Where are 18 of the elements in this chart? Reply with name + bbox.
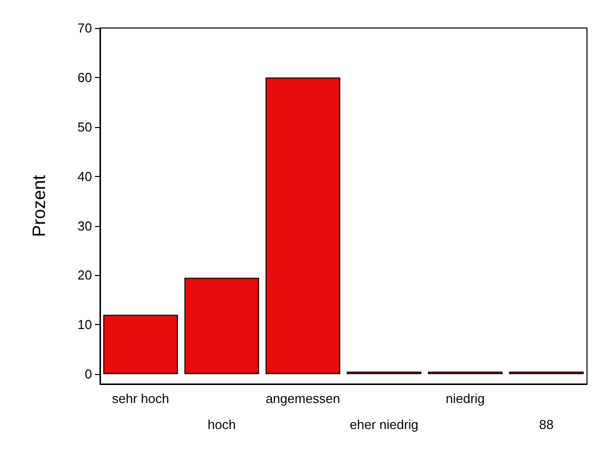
y-tick-label: 60 <box>78 70 92 85</box>
bar <box>103 314 178 374</box>
y-tick-label: 50 <box>78 119 92 134</box>
x-tick-label: angemessen <box>266 391 340 406</box>
y-tick-label: 70 <box>78 20 92 36</box>
x-tick-label: sehr hoch <box>112 391 170 406</box>
x-tick-label: niedrig <box>446 391 485 406</box>
bar <box>266 77 340 374</box>
y-tick-label: 10 <box>78 317 92 332</box>
bar <box>184 278 260 374</box>
y-tick-label: 40 <box>78 168 92 184</box>
y-tick-label: 0 <box>84 366 92 382</box>
x-tick-label: eher niedrig <box>350 417 418 432</box>
x-tick-label: 88 <box>539 417 554 432</box>
y-axis-title: Prozent <box>29 174 49 238</box>
x-tick-label: hoch <box>208 417 236 432</box>
y-tick-label: 30 <box>78 218 92 234</box>
y-tick-label: 20 <box>78 268 92 283</box>
